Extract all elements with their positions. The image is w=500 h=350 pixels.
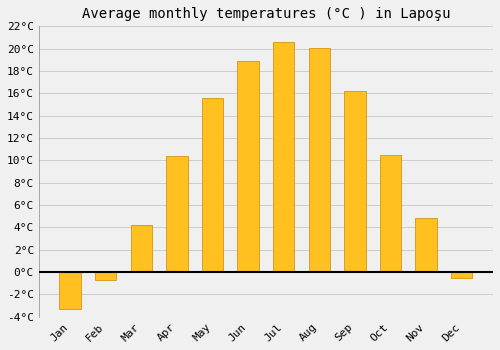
Bar bbox=[273, 42, 294, 272]
Bar bbox=[380, 155, 401, 272]
Bar bbox=[166, 156, 188, 272]
Bar bbox=[202, 98, 223, 272]
Bar bbox=[238, 61, 259, 272]
Bar bbox=[416, 218, 437, 272]
Bar bbox=[308, 48, 330, 272]
Bar bbox=[451, 272, 472, 278]
Bar bbox=[130, 225, 152, 272]
Bar bbox=[60, 272, 81, 309]
Bar bbox=[344, 91, 366, 272]
Bar bbox=[95, 272, 116, 280]
Title: Average monthly temperatures (°C ) in Lapoşu: Average monthly temperatures (°C ) in La… bbox=[82, 7, 450, 21]
